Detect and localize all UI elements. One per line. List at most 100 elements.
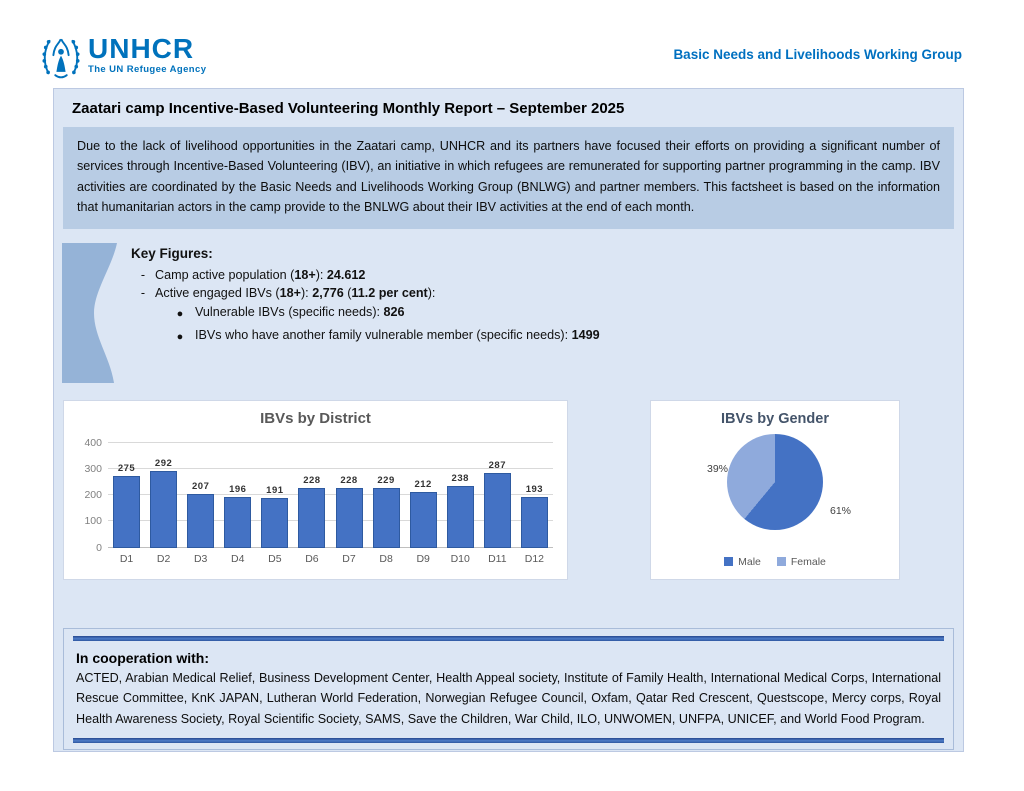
unhcr-logo-tagline: The UN Refugee Agency	[88, 64, 207, 75]
y-tick-label: 100	[84, 515, 102, 528]
y-tick-label: 200	[84, 489, 102, 502]
bar-column: 229	[370, 475, 402, 548]
bar-chart-card: IBVs by District 0 100 200 300 400 275 292 207…	[63, 399, 568, 580]
key-figures-section: Key Figures: - Camp active population (1…	[54, 242, 963, 388]
gridline	[108, 520, 553, 522]
key-figures-content: Key Figures: - Camp active population (1…	[131, 243, 600, 388]
x-tick-label: D5	[268, 552, 282, 565]
dash-bullet: -	[140, 285, 146, 300]
pie-chart-card: IBVs by Gender 39% 61% Male Female	[650, 399, 900, 580]
bar	[187, 493, 215, 548]
bar	[261, 497, 289, 548]
gridline	[108, 494, 553, 496]
x-tick-label: D11	[488, 552, 507, 565]
unhcr-emblem-icon	[40, 35, 82, 86]
bar-column: 238	[444, 473, 476, 548]
bar-value-label: 191	[266, 484, 284, 496]
bar-column: 191	[259, 485, 291, 548]
bar-value-label: 238	[451, 472, 469, 484]
y-tick-label: 400	[84, 436, 102, 449]
unhcr-logo: UNHCR The UN Refugee Agency	[40, 35, 206, 86]
x-tick-label: D10	[450, 552, 470, 565]
bar-value-label: 228	[303, 474, 321, 486]
bar-column: 292	[148, 458, 180, 548]
x-tick-label: D12	[524, 552, 545, 565]
unhcr-logo-name: UNHCR	[88, 33, 195, 64]
legend-label: Female	[790, 555, 826, 568]
bar	[335, 487, 363, 548]
bar-chart-columns: 275 292 207 196 191 228 228 229 212 238 287 193	[108, 427, 553, 548]
legend-swatch	[724, 557, 734, 567]
gender-pie	[727, 433, 823, 530]
y-tick-label: 0	[96, 541, 102, 554]
bar-column: 212	[407, 479, 439, 548]
intro-paragraph: Due to the lack of livelihood opportunit…	[63, 127, 954, 229]
bar-chart-y-axis: 0 100 200 300 400	[74, 437, 102, 554]
gridline	[108, 546, 553, 548]
bar-chart-plot: 275 292 207 196 191 228 228 229 212 238 287 193	[108, 441, 553, 548]
bar-value-label: 287	[488, 459, 506, 471]
x-tick-label: D6	[305, 552, 319, 565]
gridline	[108, 441, 553, 443]
pie-chart-title: IBVs by Gender	[721, 410, 829, 427]
pie-legend: Male Female	[651, 556, 899, 568]
legend-swatch	[776, 557, 786, 567]
bar-column: 228	[333, 475, 365, 548]
cooperation-heading: In cooperation with:	[76, 649, 209, 666]
partner-list: ACTED, Arabian Medical Relief, Business …	[76, 670, 941, 727]
factsheet-body: Zaatari camp Incentive-Based Volunteerin…	[53, 88, 964, 752]
list-item: - Active engaged IBVs (18+): 2,776 (11.2…	[131, 286, 600, 300]
bar	[372, 487, 400, 548]
bar	[298, 487, 326, 548]
legend-item: Female	[776, 555, 826, 568]
bar-chart-title: IBVs by District	[260, 409, 371, 427]
bar-column: 207	[185, 481, 217, 548]
y-tick-label: 300	[84, 462, 102, 475]
bar-value-label: 193	[525, 483, 544, 495]
legend-item: Male	[724, 556, 761, 568]
bar-column: 275	[111, 463, 143, 548]
bar-value-label: 275	[117, 462, 136, 474]
bar-value-label: 207	[192, 480, 210, 492]
pie-label-male: 61%	[829, 504, 851, 517]
active-ibvs-line: Active engaged IBVs (18+): 2,776 (11.2 p…	[155, 285, 436, 300]
charts-section: IBVs by District 0 100 200 300 400 275 292 207…	[63, 399, 963, 580]
x-tick-label: D9	[416, 552, 430, 565]
list-item: ● IBVs who have another family vulnerabl…	[165, 328, 600, 347]
legend-label: Male	[738, 555, 761, 568]
x-tick-label: D7	[342, 552, 356, 565]
dash-bullet: -	[140, 267, 146, 282]
x-tick-label: D8	[379, 552, 393, 565]
camp-population-line: Camp active population (18+): 24.612	[155, 267, 366, 282]
x-tick-label: D2	[156, 552, 171, 565]
bar-value-label: 229	[377, 474, 395, 486]
bar	[446, 485, 474, 548]
bar	[224, 496, 252, 548]
report-title: Zaatari camp Incentive-Based Volunteerin…	[72, 100, 625, 117]
decorative-wave-shape	[62, 242, 119, 388]
list-item: - Camp active population (18+): 24.612	[131, 268, 600, 282]
page-header: UNHCR The UN Refugee Agency Basic Needs …	[0, 0, 1024, 88]
gridline	[108, 467, 553, 469]
working-group-title: Basic Needs and Livelihoods Working Grou…	[673, 47, 962, 62]
bar-column: 196	[222, 484, 254, 548]
bar	[483, 472, 511, 548]
list-item: ● Vulnerable IBVs (specific needs): 826	[165, 305, 600, 324]
family-vulnerable-line: IBVs who have another family vulnerable …	[195, 328, 600, 343]
cooperation-section: In cooperation with: ACTED, Arabian Medi…	[63, 627, 954, 751]
bar-value-label: 228	[340, 474, 358, 486]
pie-label-female: 39%	[707, 462, 729, 475]
bar-column: 228	[296, 475, 328, 548]
bar-column: 193	[518, 484, 550, 548]
x-tick-label: D4	[231, 552, 245, 565]
x-tick-label: D1	[119, 552, 134, 565]
bar	[409, 491, 437, 548]
bar	[520, 496, 548, 548]
bar-chart-x-axis: D1 D2 D3 D4 D5 D6 D7 D8 D9 D10 D11 D12	[108, 553, 553, 565]
bar-value-label: 196	[229, 483, 247, 495]
unhcr-logo-text: UNHCR The UN Refugee Agency	[88, 33, 207, 76]
key-figures-heading: Key Figures:	[131, 245, 213, 261]
vulnerable-ibvs-line: Vulnerable IBVs (specific needs): 826	[195, 304, 405, 319]
divider-bar-bottom	[73, 738, 944, 744]
bar-column: 287	[481, 460, 513, 548]
